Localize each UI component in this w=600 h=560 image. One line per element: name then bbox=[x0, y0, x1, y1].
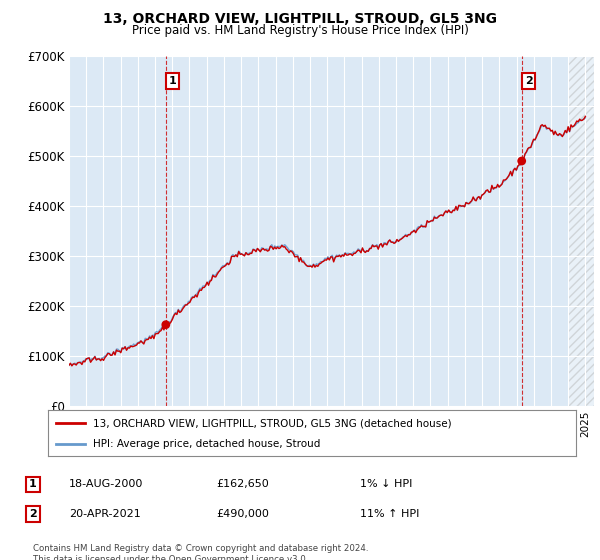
Text: 18-AUG-2000: 18-AUG-2000 bbox=[69, 479, 143, 489]
Text: £490,000: £490,000 bbox=[216, 509, 269, 519]
Point bbox=[161, 320, 170, 329]
Text: £162,650: £162,650 bbox=[216, 479, 269, 489]
Text: 13, ORCHARD VIEW, LIGHTPILL, STROUD, GL5 3NG (detached house): 13, ORCHARD VIEW, LIGHTPILL, STROUD, GL5… bbox=[93, 418, 452, 428]
Text: 2: 2 bbox=[29, 509, 37, 519]
Text: 1% ↓ HPI: 1% ↓ HPI bbox=[360, 479, 412, 489]
Text: HPI: Average price, detached house, Stroud: HPI: Average price, detached house, Stro… bbox=[93, 439, 320, 449]
Bar bbox=[568, 56, 594, 406]
Text: 13, ORCHARD VIEW, LIGHTPILL, STROUD, GL5 3NG: 13, ORCHARD VIEW, LIGHTPILL, STROUD, GL5… bbox=[103, 12, 497, 26]
Text: 20-APR-2021: 20-APR-2021 bbox=[69, 509, 141, 519]
Text: 1: 1 bbox=[169, 76, 176, 86]
Text: 2: 2 bbox=[525, 76, 532, 86]
Text: 11% ↑ HPI: 11% ↑ HPI bbox=[360, 509, 419, 519]
Text: 1: 1 bbox=[29, 479, 37, 489]
Point bbox=[517, 156, 527, 166]
Text: Contains HM Land Registry data © Crown copyright and database right 2024.
This d: Contains HM Land Registry data © Crown c… bbox=[33, 544, 368, 560]
Text: Price paid vs. HM Land Registry's House Price Index (HPI): Price paid vs. HM Land Registry's House … bbox=[131, 24, 469, 36]
